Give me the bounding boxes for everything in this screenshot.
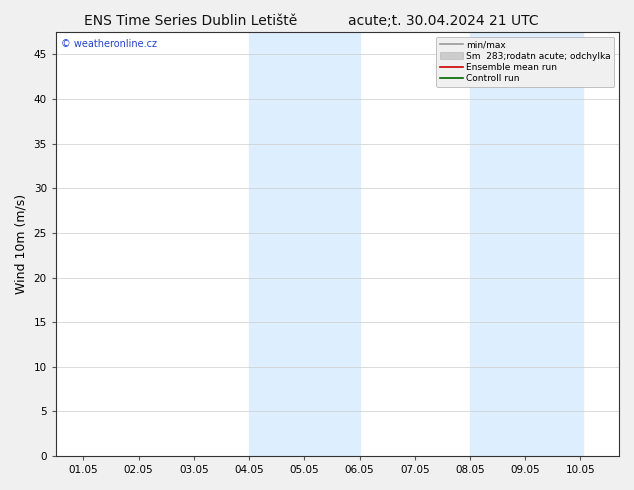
Bar (249, 32, 304, 456)
Bar (470, 32, 525, 456)
Legend: min/max, Sm  283;rodatn acute; odchylka, Ensemble mean run, Controll run: min/max, Sm 283;rodatn acute; odchylka, … (436, 37, 614, 87)
Y-axis label: Wind 10m (m/s): Wind 10m (m/s) (15, 194, 28, 294)
Text: © weatheronline.cz: © weatheronline.cz (61, 39, 157, 49)
Bar (525, 32, 583, 456)
Text: ENS Time Series Dublin Letiště: ENS Time Series Dublin Letiště (84, 14, 297, 28)
Bar (304, 32, 359, 456)
Text: acute;t. 30.04.2024 21 UTC: acute;t. 30.04.2024 21 UTC (349, 14, 539, 28)
